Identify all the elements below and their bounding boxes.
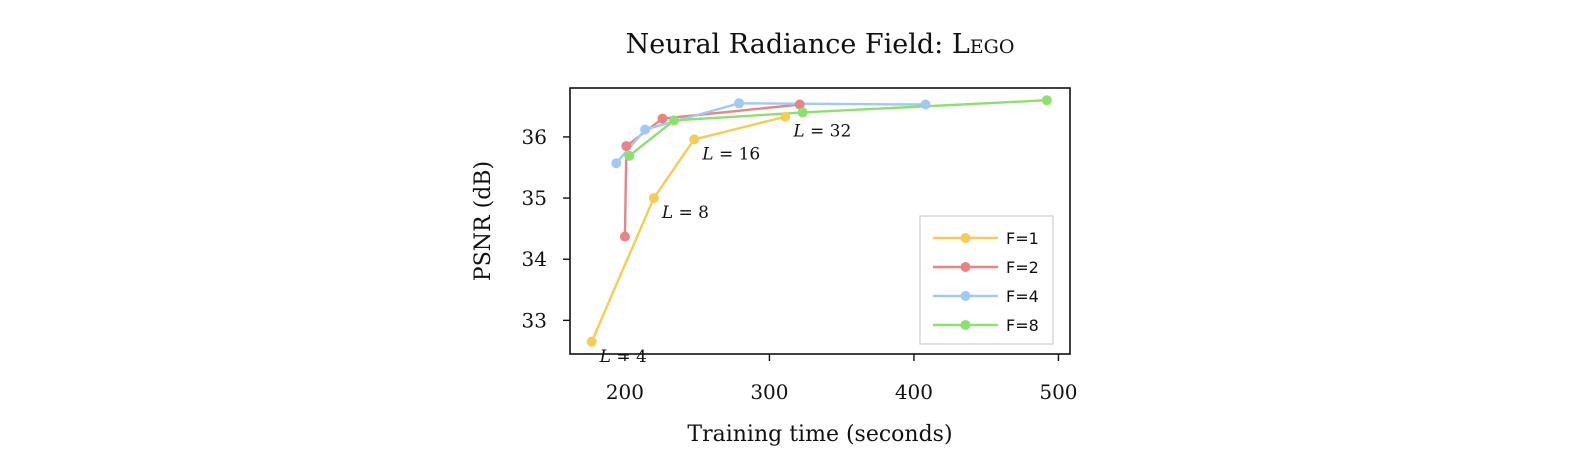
series-line-f4 [615, 102, 926, 164]
data-point-f8 [669, 115, 680, 126]
legend-marker-f2 [960, 262, 971, 272]
annotation-label: L = 16 [701, 144, 760, 164]
data-point-f4 [920, 99, 931, 110]
x-tick-label: 400 [895, 380, 933, 404]
x-axis-label: Training time (seconds) [687, 422, 952, 447]
data-point-f1 [586, 336, 597, 347]
data-point-f4 [611, 158, 622, 169]
y-tick-label: 35 [522, 186, 547, 210]
legend-label-f8: F=8 [1006, 316, 1039, 335]
data-point-f8 [797, 107, 808, 118]
series-points [586, 95, 1052, 347]
annotation-label: L = 8 [661, 203, 709, 223]
legend-label-f2: F=2 [1006, 258, 1039, 277]
legend-marker-f4 [960, 291, 971, 301]
x-tick-label: 300 [750, 380, 788, 404]
y-tick-label: 33 [522, 308, 547, 332]
annotation-label: L = 32 [792, 122, 851, 142]
x-axis: 200 300 400 500 [606, 354, 1078, 404]
legend-marker-f8 [960, 320, 971, 330]
x-tick-label: 500 [1039, 380, 1077, 404]
x-tick-label: 200 [606, 380, 644, 404]
y-axis: 33 34 35 36 [522, 125, 570, 332]
legend-label-f4: F=4 [1006, 287, 1039, 306]
data-point-f4 [734, 98, 745, 109]
chart-title: Neural Radiance Field: Lego [626, 29, 1015, 60]
data-point-f4 [640, 124, 651, 135]
y-axis-label: PSNR (dB) [471, 161, 496, 281]
annotation-label: L = 4 [599, 347, 647, 367]
series-line-f2 [623, 103, 800, 237]
plot-frame [569, 87, 1071, 355]
data-point-f2 [657, 113, 668, 124]
annotations: L = 4 L = 8 L = 16 L = 32 [599, 122, 852, 367]
series-line-f1 [590, 115, 786, 343]
data-point-f1 [648, 193, 659, 204]
data-point-f2 [619, 231, 630, 242]
data-point-f8 [624, 150, 635, 161]
legend: F=1 F=2 F=4 F=8 [919, 215, 1054, 345]
data-point-f2 [794, 99, 805, 110]
data-point-f8 [1041, 95, 1052, 106]
data-point-f1 [689, 134, 700, 145]
y-tick-label: 36 [522, 125, 547, 149]
data-point-f1 [780, 111, 791, 122]
legend-label-f1: F=1 [1006, 229, 1039, 248]
data-point-f2 [621, 141, 632, 152]
y-tick-label: 34 [522, 247, 547, 271]
legend-marker-f1 [960, 233, 971, 243]
